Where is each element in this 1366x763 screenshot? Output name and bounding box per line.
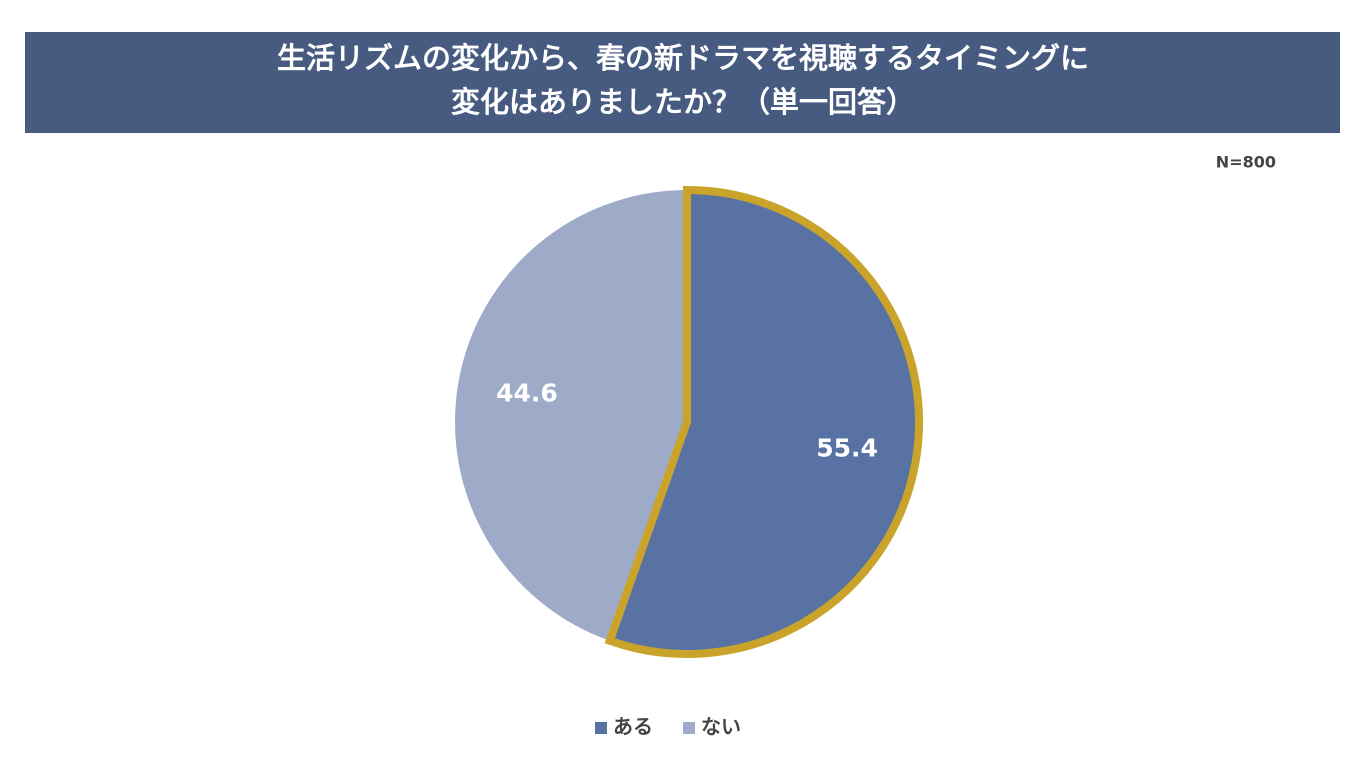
sample-note: N=800	[1216, 153, 1276, 172]
legend-label: ある	[613, 715, 653, 739]
legend-label: ない	[701, 715, 741, 739]
chart-title: 生活リズムの変化から、春の新ドラマを視聴するタイミングに	[277, 41, 1089, 75]
data-label: 44.6	[496, 379, 558, 408]
data-label: 55.4	[816, 433, 878, 462]
legend-swatch	[683, 722, 695, 734]
chart-title: 変化はありましたか？（単一回答）	[451, 85, 915, 119]
pie-slice	[455, 190, 687, 641]
legend-swatch	[595, 722, 607, 734]
title-bar	[25, 32, 1340, 133]
pie-slice	[604, 185, 923, 658]
